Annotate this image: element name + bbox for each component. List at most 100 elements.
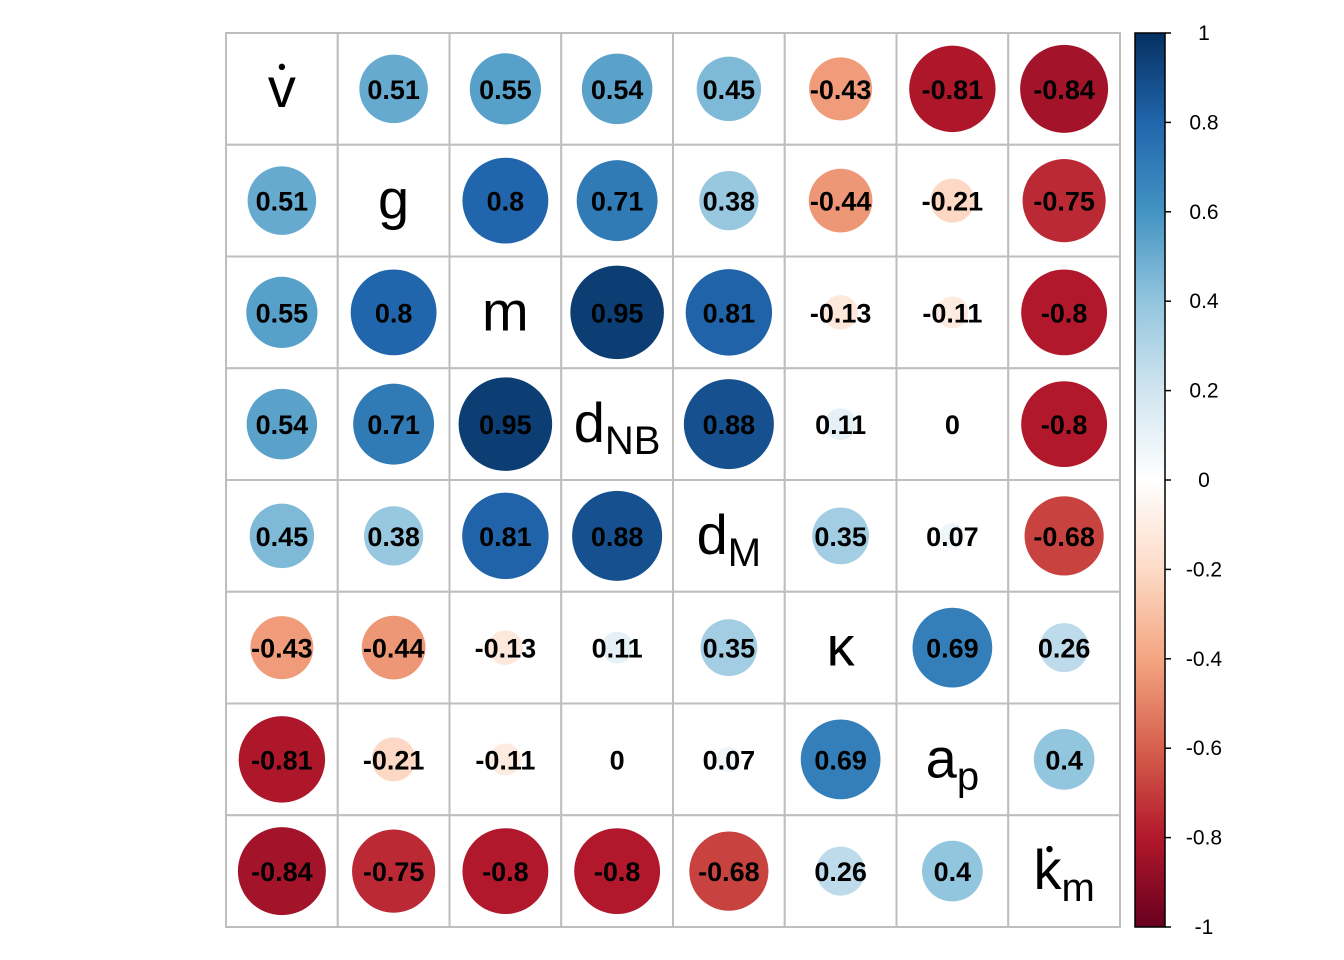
correlation-value: 0 (610, 745, 625, 775)
correlation-circle (809, 57, 873, 121)
colorbar-legend: 1 0.8 0.6 0.4 0.2 0 -0.2 -0.4 -0.6 -0.8 -1 (1134, 22, 1223, 939)
correlation-value: -0.21 (363, 745, 425, 775)
correlation-circle (238, 716, 326, 803)
correlation-matrix: v 0.51 0.55 0.54 0.45 -0.43 -0.81 -0.840.51 g 0.8… (225, 32, 1121, 928)
correlation-value: 0.11 (815, 410, 866, 440)
correlation-value: 0.81 (479, 522, 532, 552)
correlation-circle (812, 507, 870, 565)
correlation-value: -0.44 (810, 187, 872, 217)
correlation-circle (699, 171, 759, 231)
correlation-value: 0.35 (703, 634, 756, 664)
colorbar-tick-label: 0.8 (1189, 111, 1218, 134)
correlation-circle (246, 388, 318, 460)
correlation-circle (488, 630, 523, 665)
correlation-circle (246, 276, 318, 348)
colorbar-tick-label: 0.2 (1189, 380, 1218, 403)
correlation-circle (1033, 729, 1095, 790)
correlation-value: -0.44 (363, 634, 425, 664)
correlation-circle (1039, 623, 1089, 673)
correlation-circle (1021, 381, 1108, 468)
correlation-value: -0.8 (482, 857, 529, 887)
correlation-circle (1020, 44, 1109, 133)
correlation-circle (572, 490, 663, 581)
correlation-circle (364, 506, 424, 566)
colorbar-tick-label: -0.2 (1186, 558, 1222, 581)
variable-label: km (1033, 838, 1094, 910)
correlation-value: 0.88 (591, 522, 644, 552)
correlation-circle (469, 53, 541, 125)
grid-cell (560, 367, 674, 481)
correlation-circle (930, 178, 975, 223)
grid-cell (895, 702, 1010, 817)
correlation-value: -0.43 (810, 75, 872, 105)
variable-label: κ (827, 615, 856, 678)
correlation-value: -0.68 (1033, 522, 1095, 552)
correlation-value: -0.75 (363, 857, 425, 887)
correlation-value: -0.68 (698, 857, 760, 887)
correlation-value: 0.69 (926, 634, 979, 664)
correlation-circle (462, 492, 549, 580)
correlation-circle (352, 829, 436, 913)
correlation-circle (912, 607, 993, 688)
correlation-value: -0.84 (251, 857, 313, 887)
correlation-value: 0.95 (591, 298, 644, 328)
colorbar-tick-label: -0.6 (1186, 737, 1222, 760)
correlation-value: 0.07 (926, 522, 979, 552)
correlation-value: 0.54 (591, 75, 644, 105)
variable-label: ap (926, 726, 979, 798)
correlation-value: 0.26 (1038, 634, 1091, 664)
correlation-circle (574, 828, 661, 915)
correlation-value: -0.11 (922, 298, 982, 328)
colorbar-tick-label: -0.4 (1186, 648, 1223, 671)
colorbar-tick-label: -0.8 (1186, 827, 1222, 850)
correlation-value: -0.21 (922, 187, 984, 217)
correlation-value: 0.8 (487, 187, 525, 217)
correlation-value: 0 (945, 410, 960, 440)
variable-label: dNB (574, 391, 661, 463)
correlation-circle (601, 631, 634, 664)
correlation-value: 0.55 (479, 75, 532, 105)
correlation-circle (570, 265, 664, 360)
correlation-value: 0.71 (367, 410, 420, 440)
correlation-value: -0.13 (810, 298, 872, 328)
correlation-circle (816, 846, 866, 896)
correlation-circle (823, 295, 858, 330)
correlation-circle (462, 828, 549, 915)
correlation-value: 0.8 (375, 298, 413, 328)
correlation-value: -0.84 (1033, 75, 1095, 105)
correlation-value: 0.51 (256, 187, 309, 217)
correlation-value: 0.54 (256, 410, 309, 440)
correlation-circle (1022, 159, 1106, 243)
correlation-value: 0.38 (703, 187, 756, 217)
correlation-circle (700, 619, 758, 677)
correlation-value: -0.43 (251, 634, 313, 664)
correlation-circle (247, 166, 317, 235)
colorbar-tick-label: -1 (1195, 916, 1214, 939)
correlation-value: 0.45 (256, 522, 309, 552)
correlation-circle (939, 523, 966, 549)
correlation-circle (696, 56, 762, 122)
grid-cell (672, 479, 786, 593)
variable-label: g (378, 168, 409, 231)
grid-cell (448, 590, 563, 705)
colorbar-tick-label: 0.4 (1189, 290, 1219, 313)
grid-cell (336, 479, 451, 593)
grid-cell (1007, 814, 1121, 928)
correlation-value: -0.11 (475, 745, 535, 775)
correlation-circle (824, 408, 857, 441)
correlation-value: 0.71 (591, 187, 644, 217)
correlation-circle (716, 746, 742, 773)
correlation-circle (1021, 269, 1108, 356)
correlation-circle (689, 831, 769, 911)
correlation-value: 0.11 (592, 634, 643, 664)
correlation-value: -0.75 (1033, 187, 1095, 217)
correlation-circle (576, 160, 658, 242)
correlation-circle (361, 615, 426, 680)
correlation-circle (249, 503, 315, 569)
correlation-circle (800, 719, 881, 800)
colorbar-tick-label: 0.6 (1189, 201, 1218, 224)
correlation-circle (458, 377, 553, 471)
correlation-value: 0.88 (703, 410, 756, 440)
grid-cell (225, 32, 339, 146)
correlation-value: 0.45 (703, 75, 756, 105)
